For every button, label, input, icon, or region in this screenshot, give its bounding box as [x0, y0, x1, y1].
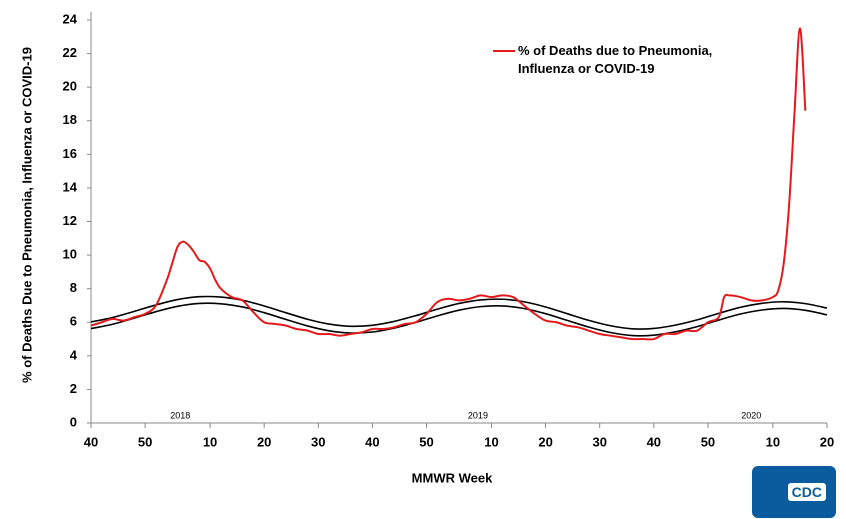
y-tick-label: 10	[63, 247, 77, 262]
year-label: 2018	[170, 410, 190, 420]
legend: % of Deaths due to Pneumonia, Influenza …	[493, 42, 733, 78]
series-line	[90, 295, 828, 330]
x-tick-label: 10	[203, 434, 217, 449]
x-tick-label: 40	[647, 434, 661, 449]
x-tick-label: 50	[419, 434, 433, 449]
logo: CDC	[752, 466, 836, 518]
y-tick-label: 0	[70, 414, 77, 429]
legend-label: % of Deaths due to Pneumonia, Influenza …	[518, 43, 713, 76]
y-tick-label: 16	[63, 146, 77, 161]
year-label: 2019	[468, 410, 488, 420]
y-tick-label: 24	[63, 11, 78, 26]
y-tick-label: 6	[70, 314, 77, 329]
y-tick-label: 12	[63, 213, 77, 228]
x-tick-label: 20	[538, 434, 552, 449]
y-axis-title: % of Deaths Due to Pneumonia, Influenza …	[19, 47, 34, 383]
x-tick-label: 50	[138, 434, 152, 449]
series-line	[90, 27, 807, 341]
year-label: 2020	[741, 410, 761, 420]
y-tick-label: 18	[63, 112, 77, 127]
y-tick-label: 4	[70, 347, 78, 362]
x-tick-label: 20	[820, 434, 834, 449]
x-tick-label: 10	[766, 434, 780, 449]
x-tick-label: 40	[84, 434, 98, 449]
y-tick-label: 8	[70, 280, 77, 295]
x-axis-title: MMWR Week	[412, 470, 493, 485]
x-tick-label: 40	[365, 434, 379, 449]
y-tick-label: 20	[63, 79, 77, 94]
y-tick-label: 14	[63, 179, 78, 194]
y-tick-label: 2	[70, 381, 77, 396]
x-tick-label: 20	[257, 434, 271, 449]
y-tick-label: 22	[63, 45, 77, 60]
x-tick-label: 30	[311, 434, 325, 449]
x-tick-label: 50	[701, 434, 715, 449]
x-tick-label: 10	[484, 434, 498, 449]
logo-text: CDC	[787, 483, 826, 501]
x-tick-label: 30	[592, 434, 606, 449]
legend-swatch	[493, 50, 515, 52]
